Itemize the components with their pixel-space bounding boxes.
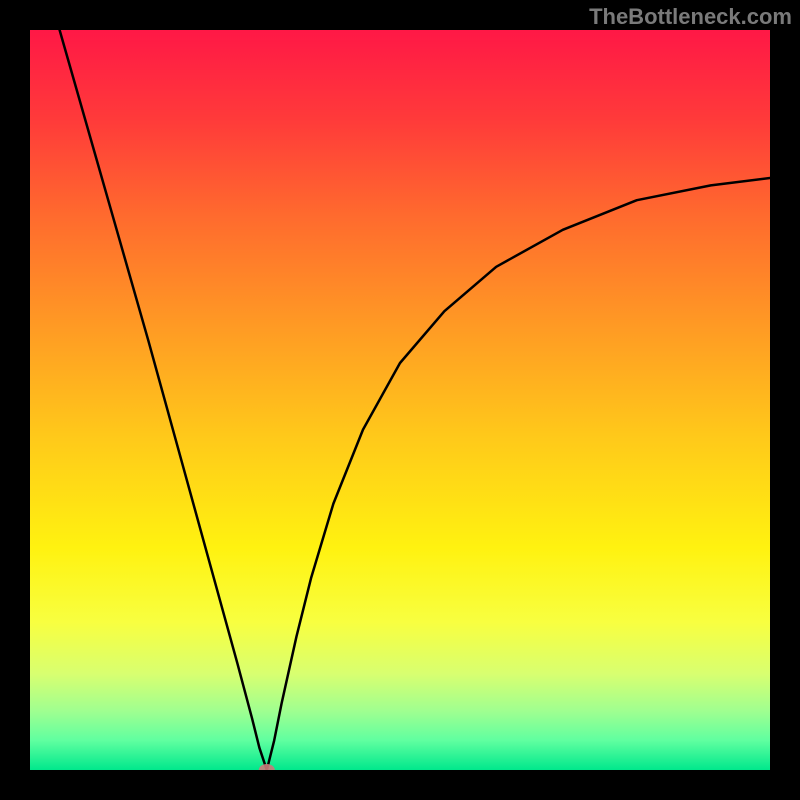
plot-area: [30, 30, 770, 770]
chart-container: TheBottleneck.com: [0, 0, 800, 800]
minimum-marker: [259, 764, 275, 770]
bottleneck-curve: [30, 30, 770, 770]
watermark-text: TheBottleneck.com: [589, 4, 792, 30]
